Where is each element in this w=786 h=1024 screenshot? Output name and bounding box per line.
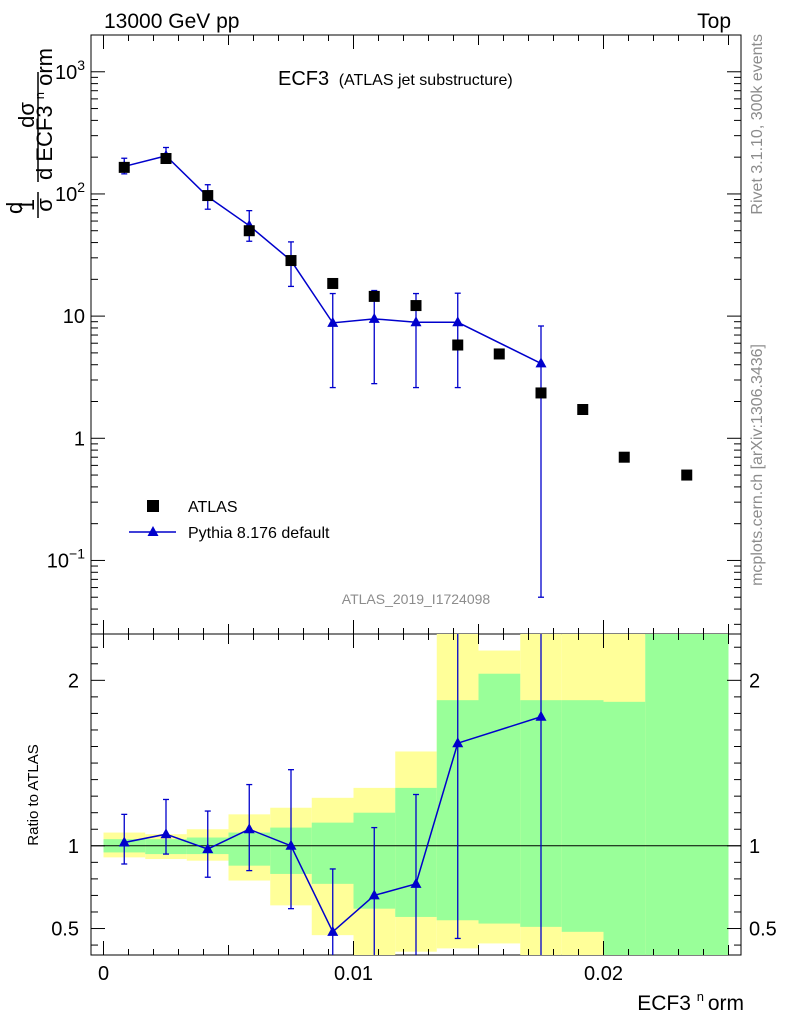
- plot-subtitle: (ATLAS jet substructure): [339, 72, 513, 89]
- ratio-tick-label-right: 0.5: [749, 919, 777, 941]
- x-axis-label: ECF3 n orm: [637, 983, 744, 1015]
- y-tick-label: 1: [74, 428, 85, 450]
- x-label-tail: orm: [708, 992, 744, 1015]
- y-tick-label: 102: [55, 179, 85, 206]
- pythia-point: [535, 357, 547, 368]
- y-tick-label: 10: [63, 306, 85, 328]
- atlas-point: [243, 225, 255, 237]
- ratio-pythia-point: [452, 737, 464, 748]
- x-label-main: ECF3: [637, 992, 691, 1015]
- atlas-point: [681, 469, 693, 481]
- x-tick-label: 0.02: [584, 963, 623, 985]
- ratio-pythia-point: [410, 877, 422, 888]
- legend-pythia-marker: [147, 526, 159, 536]
- y-tick-label-base: 10: [63, 306, 85, 328]
- y-label-decf-main: d ECF3: [32, 105, 57, 180]
- atlas-point: [285, 255, 297, 267]
- legend: ATLAS Pythia 8.176 default: [129, 499, 330, 542]
- ratio-pythia-point: [327, 925, 339, 936]
- y-label-decf-sup: n: [32, 92, 47, 99]
- pythia-point: [327, 316, 339, 327]
- atlas-series: [118, 153, 693, 481]
- atlas-point: [452, 339, 464, 351]
- y-tick-label: 10−1: [47, 545, 85, 572]
- plot-title-main: ECF3: [278, 68, 329, 90]
- atlas-point: [202, 190, 214, 202]
- pythia-line: [124, 155, 542, 365]
- pythia-point: [410, 316, 422, 327]
- x-tick-label: 0.01: [334, 963, 373, 985]
- x-tick-label: 0: [98, 963, 109, 985]
- legend-atlas-label: ATLAS: [188, 499, 238, 516]
- ratio-band-green: [478, 673, 521, 924]
- pythia-series: [118, 146, 547, 598]
- ratio-tick-label: 1: [68, 836, 79, 858]
- ratio-pythia-point: [202, 843, 214, 854]
- atlas-point: [160, 153, 172, 165]
- process-label: Top: [697, 10, 731, 33]
- y-label-decf: d ECF3 n orm: [24, 48, 57, 180]
- legend-atlas-marker: [147, 500, 159, 512]
- rivet-version-label: Rivet 3.1.10, 300k events: [749, 34, 766, 215]
- collision-label: 13000 GeV pp: [104, 10, 239, 33]
- atlas-point: [493, 348, 505, 360]
- y-tick-label-base: 10: [55, 184, 77, 206]
- y-label-sigma: σ: [32, 198, 57, 212]
- y-label-dsigma: dσ: [14, 102, 39, 128]
- y-tick-label-base: 10: [47, 550, 69, 572]
- ratio-pythia-point: [243, 823, 255, 834]
- x-label-sup: n: [697, 989, 704, 1004]
- upper-y-ticks: [91, 34, 741, 625]
- atlas-point: [368, 290, 380, 302]
- legend-pythia-label: Pythia 8.176 default: [188, 525, 330, 542]
- ratio-tick-label-right: 1: [749, 836, 760, 858]
- y-label-one: 1: [14, 199, 39, 211]
- atlas-point: [410, 300, 422, 312]
- atlas-point: [618, 451, 630, 463]
- x-ticks: [103, 35, 729, 955]
- y-label-decf-orm: orm: [32, 48, 57, 86]
- mcplots-label: mcplots.cern.ch [arXiv:1306.3436]: [749, 344, 766, 586]
- pythia-point: [452, 316, 464, 327]
- ratio-y-label: Ratio to ATLAS: [25, 744, 42, 845]
- analysis-id-label: ATLAS_2019_I1724098: [342, 591, 491, 607]
- ratio-band-green: [561, 700, 604, 932]
- ratio-pythia-point: [160, 828, 172, 839]
- y-label-d: d: [2, 202, 27, 214]
- y-tick-label-exp: −1: [69, 545, 85, 561]
- pythia-point: [368, 312, 380, 323]
- ratio-band-green: [603, 701, 646, 955]
- plot-title: ECF3 (ATLAS jet substructure): [278, 68, 513, 90]
- y-axis-label: 1 σ d dσ d ECF3 n orm: [2, 48, 57, 218]
- atlas-point: [577, 404, 589, 416]
- atlas-point: [327, 277, 339, 289]
- y-tick-label-base: 1: [74, 428, 85, 450]
- y-tick-label-exp: 3: [77, 57, 85, 73]
- ratio-tick-label-right: 2: [749, 670, 760, 692]
- ratio-band-green: [645, 634, 729, 955]
- atlas-point: [535, 387, 547, 399]
- ratio-pythia-point: [118, 836, 130, 847]
- y-tick-label: 103: [55, 57, 85, 84]
- atlas-point: [118, 161, 130, 173]
- ratio-pythia-point: [535, 710, 547, 721]
- ratio-pythia-point: [285, 839, 297, 850]
- ratio-pythia-point: [368, 889, 380, 900]
- ratio-tick-label: 0.5: [51, 919, 79, 941]
- y-tick-label-exp: 2: [77, 179, 85, 195]
- ratio-pythia-line: [124, 716, 542, 934]
- ratio-tick-label: 2: [68, 670, 79, 692]
- ratio-pythia-series: [118, 634, 547, 955]
- y-tick-label-base: 10: [55, 62, 77, 84]
